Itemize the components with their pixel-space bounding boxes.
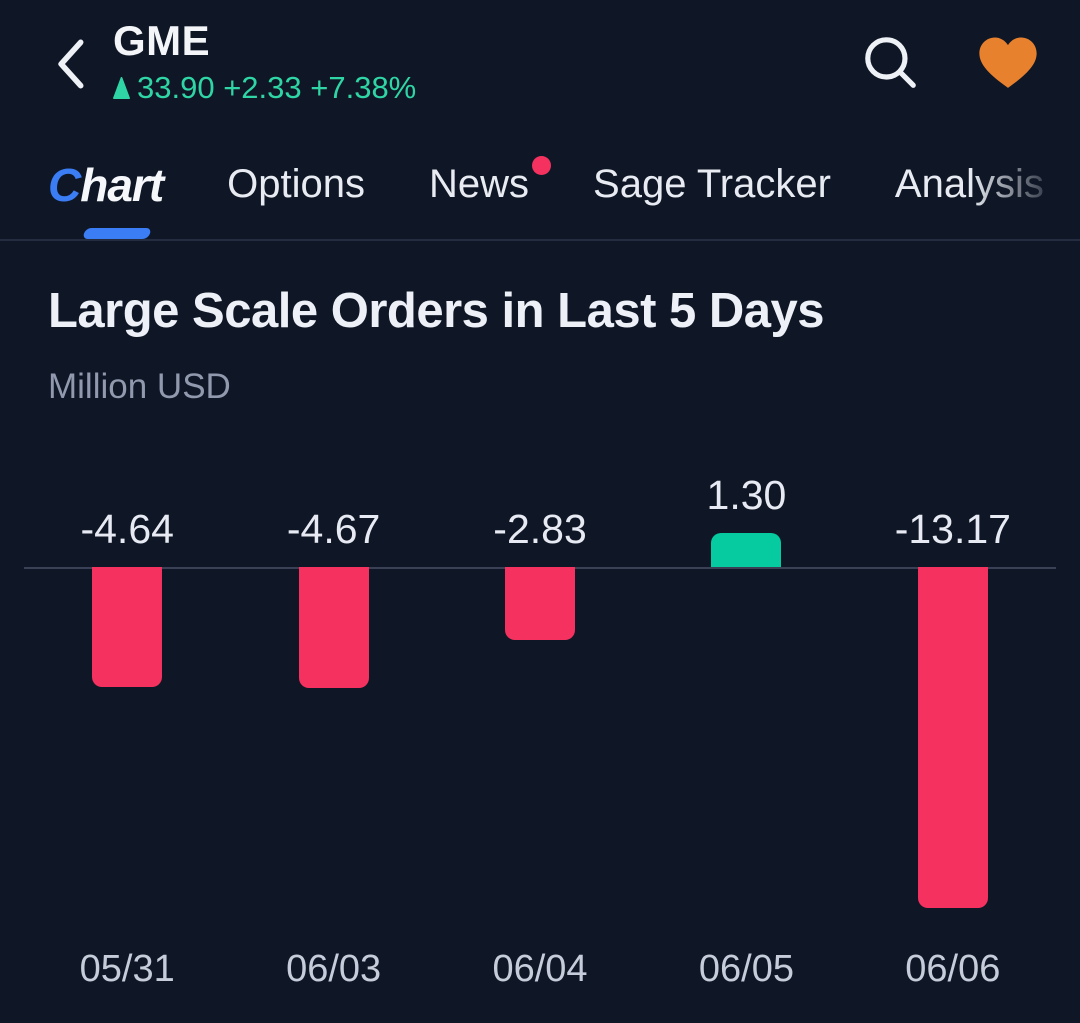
bar-value-label: 1.30 <box>706 472 787 519</box>
tab-options[interactable]: Options <box>227 162 365 206</box>
active-tab-indicator <box>82 228 152 239</box>
x-axis-label: 06/03 <box>286 948 382 990</box>
tab-bar: Chart Options News Sage Tracker Analysis <box>0 130 1080 241</box>
news-badge-dot <box>532 156 552 175</box>
tab-chart-accent-letter: C <box>48 158 81 211</box>
bar-negative <box>505 567 576 641</box>
heart-icon <box>975 32 1041 92</box>
bar-negative <box>92 567 163 688</box>
bar-value-label: -4.64 <box>80 506 174 552</box>
chart-columns: -4.64 -4.67 -2.83 1.30 -13.17 <box>0 420 1080 910</box>
x-axis: 05/31 06/03 06/04 06/05 06/06 <box>0 944 1080 994</box>
tab-chart-rest: hart <box>80 158 164 211</box>
price-row: 33.90 +2.33 +7.38% <box>113 70 416 106</box>
bar-negative <box>917 567 988 909</box>
x-axis-label: 06/05 <box>698 948 794 990</box>
bar-value-label: -13.17 <box>894 506 1011 552</box>
bar-chart: -4.64 -4.67 -2.83 1.30 -13.17 <box>0 420 1080 910</box>
search-icon <box>859 31 921 93</box>
chart-column: -13.17 <box>850 420 1056 910</box>
chart-column: 1.30 <box>643 420 849 910</box>
chart-column: -4.64 <box>24 420 230 910</box>
tab-news[interactable]: News <box>429 156 552 207</box>
tab-news-label: News <box>429 162 530 206</box>
bar-negative <box>298 567 369 688</box>
symbol-block: GME 33.90 +2.33 +7.38% <box>113 16 416 106</box>
bar-value-label: -2.83 <box>493 506 587 552</box>
x-axis-label: 05/31 <box>79 948 175 990</box>
chart-unit-label: Million USD <box>48 367 231 406</box>
bar-value-label: -4.67 <box>286 506 381 552</box>
chevron-left-icon <box>46 33 98 95</box>
search-button[interactable] <box>854 26 926 98</box>
chart-column: -4.67 <box>230 420 436 910</box>
x-axis-label: 06/06 <box>905 948 1001 990</box>
x-axis-label: 06/04 <box>492 948 588 990</box>
tab-chart[interactable]: Chart <box>48 158 164 212</box>
triangle-up-icon <box>113 77 130 99</box>
tab-sage-tracker[interactable]: Sage Tracker <box>593 162 831 206</box>
chart-column: -2.83 <box>437 420 643 910</box>
favorite-button[interactable] <box>972 26 1044 98</box>
symbol-title: GME <box>113 17 211 64</box>
chart-title: Large Scale Orders in Last 5 Days <box>48 284 825 338</box>
tab-analysis[interactable]: Analysis <box>894 162 1044 206</box>
header: GME 33.90 +2.33 +7.38% <box>0 0 1080 130</box>
price-change-text: 33.90 +2.33 +7.38% <box>137 70 417 105</box>
bar-positive <box>711 533 782 567</box>
back-button[interactable] <box>36 24 108 104</box>
